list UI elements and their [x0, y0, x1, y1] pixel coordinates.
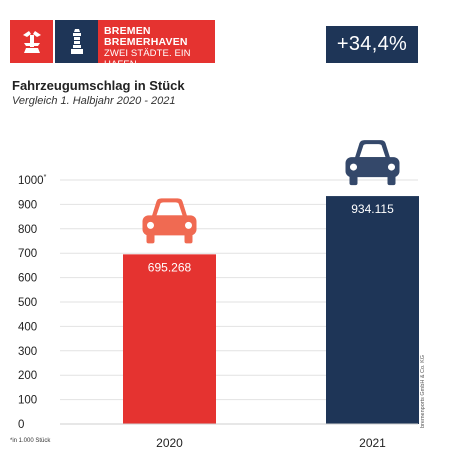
bar-2021	[326, 196, 419, 424]
value-label: 695.268	[148, 260, 192, 274]
y-tick-label: 700	[18, 248, 37, 260]
logo-wordmark: BREMEN BREMERHAVEN ZWEI STÄDTE. EIN HAFE…	[98, 20, 215, 70]
y-tick-label: 100	[18, 395, 37, 407]
y-tick-label: 900	[18, 199, 37, 211]
logo-line-1: BREMEN	[104, 25, 151, 37]
y-tick-label: 400	[18, 321, 37, 333]
y-tick-label: 300	[18, 346, 37, 358]
y-tick-label: 800	[18, 224, 37, 236]
credit-text: bremenports GmbH & Co. KG	[420, 354, 426, 428]
value-label: 934.115	[351, 202, 394, 216]
y-tick-label: 200	[18, 370, 37, 382]
car-icon	[142, 198, 197, 244]
x-tick-label: 2020	[156, 436, 183, 450]
bar-2020	[123, 254, 216, 424]
chart-subtitle: Vergleich 1. Halbjahr 2020 - 2021	[12, 95, 176, 107]
growth-badge: +34,4%	[326, 26, 418, 63]
y-tick-label: 600	[18, 273, 37, 285]
y-tick-label: 1000*	[18, 174, 47, 187]
logo: BREMEN BREMERHAVEN ZWEI STÄDTE. EIN HAFE…	[10, 20, 215, 70]
y-tick-label: 0	[18, 419, 24, 431]
bremen-key-icon	[10, 20, 53, 63]
logo-line-3: ZWEI STÄDTE. EIN HAFEN.	[104, 48, 191, 70]
car-icon	[345, 140, 400, 186]
x-tick-label: 2021	[359, 436, 386, 450]
footnote: *in 1.000 Stück	[10, 438, 51, 444]
y-tick-label: 500	[18, 297, 37, 309]
lighthouse-icon	[55, 20, 98, 63]
chart-title: Fahrzeugumschlag in Stück	[12, 78, 185, 93]
logo-line-2: BREMERHAVEN	[104, 36, 188, 48]
